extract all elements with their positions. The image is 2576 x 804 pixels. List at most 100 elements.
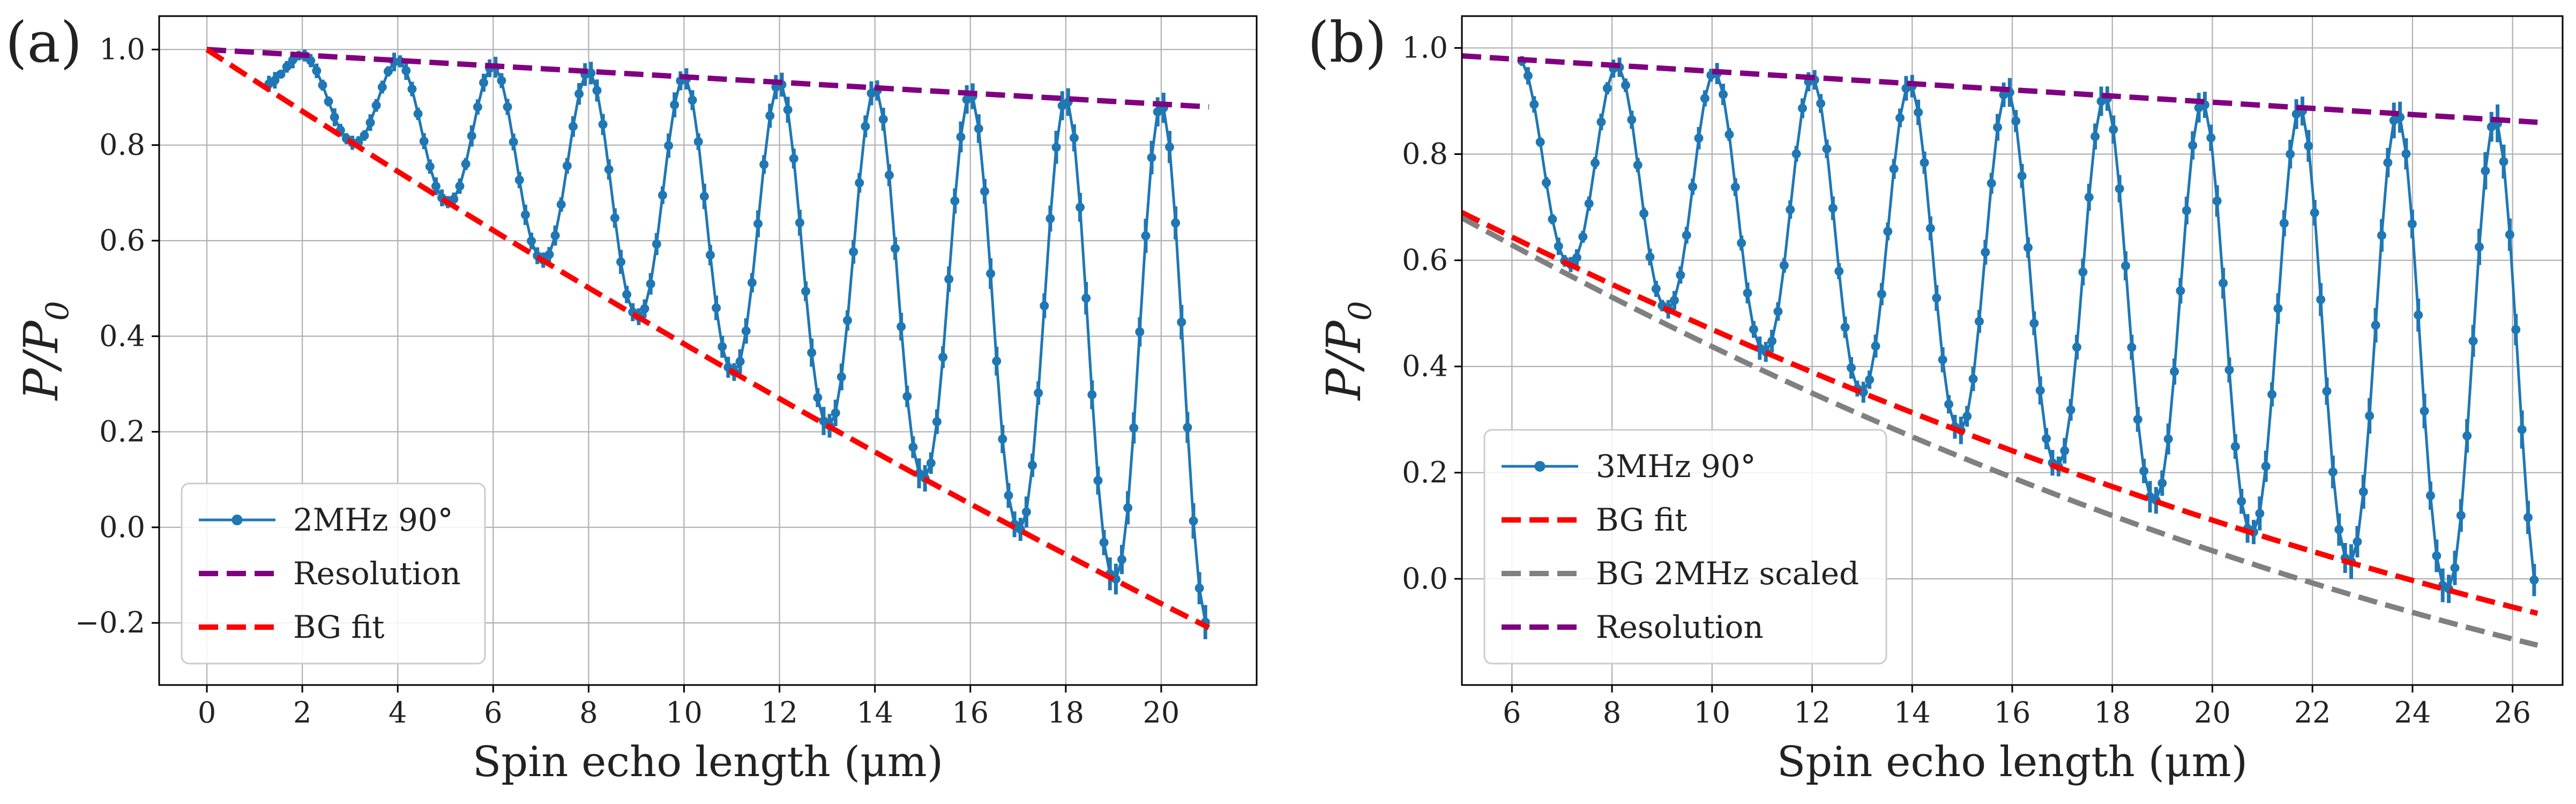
data-point — [1670, 295, 1679, 305]
data-point — [1791, 149, 1801, 159]
data-point — [1523, 71, 1533, 80]
data-point — [2029, 318, 2039, 328]
data-point — [1129, 423, 1139, 433]
y-tick-label: 0.8 — [99, 128, 145, 162]
data-point — [431, 181, 440, 191]
x-tick-label: 18 — [1047, 696, 1084, 729]
data-point — [461, 159, 471, 169]
data-point — [2035, 385, 2045, 395]
y-tick-label: 0.0 — [1402, 562, 1448, 595]
data-point — [1021, 507, 1031, 517]
data-point — [2499, 157, 2508, 166]
legend-swatch-marker — [1534, 461, 1545, 472]
data-point — [1639, 209, 1649, 218]
data-point — [950, 196, 960, 206]
data-point — [2011, 116, 2021, 126]
data-point — [2109, 125, 2118, 135]
panel-b: 6 8 10 12 14 16 18 20 22 24 26 0.0 0.2 0.4 0.6 0.8 1.0 Sp… — [1308, 10, 2564, 786]
data-point — [712, 303, 721, 312]
data-point — [419, 136, 429, 146]
data-point — [1627, 115, 1637, 124]
data-point — [2414, 310, 2423, 320]
data-point — [849, 247, 858, 257]
data-point — [1724, 130, 1734, 139]
data-point — [1004, 490, 1013, 500]
data-point — [270, 76, 280, 85]
data-point — [2078, 267, 2088, 277]
data-point — [2432, 551, 2441, 561]
data-point — [1865, 375, 1875, 384]
data-point — [974, 124, 983, 133]
legend-box — [181, 482, 486, 665]
y-tick-label: 0.2 — [1402, 456, 1448, 489]
data-point — [306, 56, 316, 65]
data-point — [2529, 575, 2539, 585]
y-tick-label: 0.2 — [99, 415, 145, 449]
data-point — [377, 82, 387, 92]
panel-label: (b) — [1308, 10, 1387, 75]
x-tick-label: 14 — [856, 696, 893, 729]
data-point — [1135, 327, 1145, 337]
data-point — [562, 161, 572, 170]
data-point — [413, 109, 423, 118]
data-point — [318, 80, 327, 90]
y-tick-label: 0.0 — [99, 510, 145, 544]
x-tick-label: 24 — [2394, 696, 2431, 729]
data-point — [795, 218, 804, 228]
x-tick-label: 12 — [761, 696, 798, 729]
data-point — [1846, 363, 1856, 373]
data-point — [1889, 164, 1899, 174]
data-point — [1051, 143, 1061, 152]
data-point — [2273, 304, 2283, 314]
legend-swatch-marker — [232, 515, 243, 525]
data-point — [1535, 137, 1545, 147]
data-point — [1034, 388, 1043, 398]
y-tick-label: 0.6 — [99, 224, 145, 257]
data-point — [759, 160, 769, 169]
data-point — [1572, 253, 1581, 263]
data-point — [783, 105, 793, 115]
data-point — [1737, 238, 1746, 248]
data-point — [1962, 412, 1972, 421]
data-point — [932, 417, 942, 427]
data-point — [813, 393, 823, 403]
panel-a: 0 2 4 6 8 10 12 14 16 18 20 −0.2 0.0 0.2 0.4 0.6 0.8 1.0 S… — [5, 10, 1258, 786]
data-point — [479, 78, 488, 87]
legend-entry: BG 2MHz scaled — [1596, 555, 1859, 592]
data-point — [2279, 219, 2289, 228]
data-point — [1938, 355, 1947, 364]
y-axis-label-main: P/P — [13, 320, 69, 401]
data-point — [1828, 203, 1838, 213]
data-point — [330, 113, 339, 122]
data-point — [2407, 219, 2417, 229]
data-point — [938, 352, 948, 362]
data-point — [1871, 341, 1880, 351]
data-point — [1554, 242, 1563, 251]
data-point — [2060, 446, 2070, 456]
data-point — [574, 89, 584, 99]
data-point — [1779, 260, 1789, 270]
data-point — [1786, 205, 1795, 214]
data-point — [1719, 90, 1728, 99]
data-point — [2450, 563, 2460, 572]
x-tick-label: 26 — [2494, 696, 2531, 729]
data-point — [1529, 100, 1539, 109]
data-point — [2072, 343, 2081, 352]
data-point — [1645, 252, 1655, 262]
data-point — [2425, 491, 2435, 501]
data-point — [998, 434, 1007, 444]
data-point — [2365, 411, 2375, 421]
data-point — [2224, 365, 2234, 375]
data-point — [604, 165, 614, 174]
data-point — [1773, 307, 1783, 316]
data-point — [670, 100, 680, 110]
data-point — [2157, 478, 2167, 488]
y-axis-label: P/P0 — [1316, 301, 1378, 401]
y-tick-label: 0.4 — [1402, 349, 1448, 383]
data-point — [2304, 141, 2313, 151]
data-point — [1141, 231, 1151, 241]
data-point — [718, 342, 727, 352]
data-point — [1974, 317, 1984, 326]
x-tick-label: 20 — [2194, 696, 2231, 729]
series-bg-fit-line — [205, 47, 1211, 630]
